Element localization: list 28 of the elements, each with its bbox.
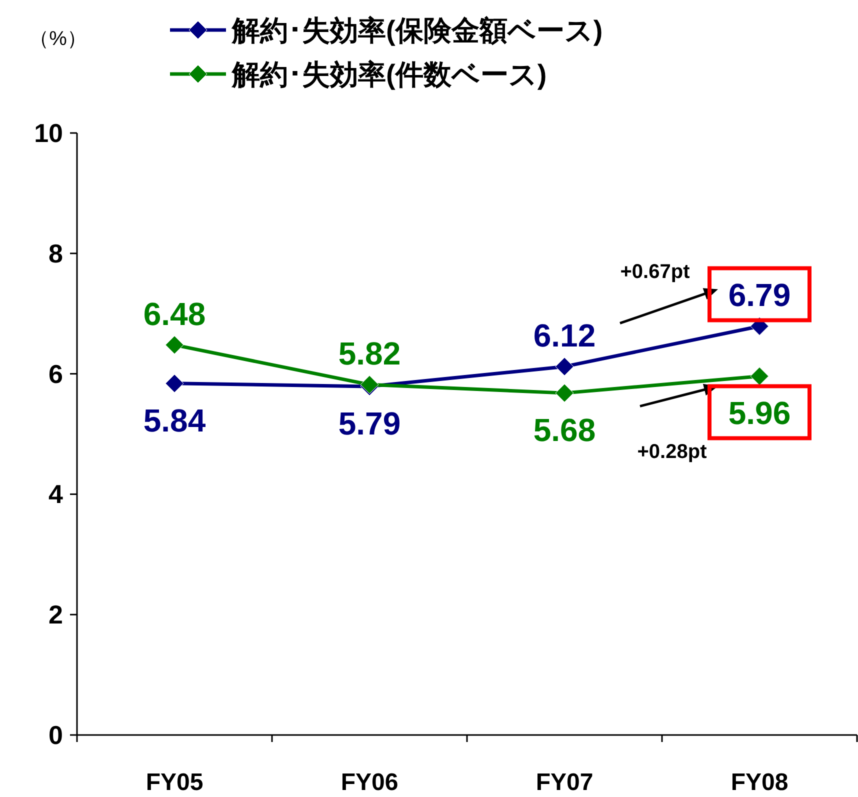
x-tick-label: FY05 (146, 769, 204, 796)
y-tick-label: 8 (48, 238, 63, 268)
point (750, 366, 769, 386)
annotation: +0.28pt (637, 441, 708, 464)
data-label: 6.79 (728, 277, 791, 314)
point (555, 384, 574, 402)
y-tick-label: 10 (34, 118, 63, 148)
point (555, 357, 574, 376)
y-axis-title: （%） (29, 28, 87, 50)
x-tick-label: FY06 (340, 769, 398, 796)
annotation: +0.67pt (620, 261, 690, 284)
data-label: 5.96 (728, 395, 791, 432)
x-tick-label: FY07 (536, 769, 594, 796)
y-tick-label: 6 (48, 358, 63, 389)
legend-label: 解約･失効率(保険金額ベース) (231, 15, 603, 46)
y-tick-label: 4 (48, 479, 64, 510)
y-tick-label: 0 (48, 720, 63, 750)
data-label: 5.82 (338, 336, 401, 372)
data-label: 5.84 (143, 402, 206, 438)
point (165, 374, 184, 393)
data-label: 5.79 (338, 405, 401, 442)
x-tick-label: FY08 (730, 769, 788, 796)
data-label: 6.12 (533, 318, 596, 354)
legend-label: 解約･失効率(件数ベース) (231, 59, 547, 90)
point (165, 336, 184, 354)
y-tick-label: 2 (48, 600, 63, 630)
data-label: 6.48 (143, 296, 206, 332)
data-label: 5.68 (533, 412, 596, 448)
